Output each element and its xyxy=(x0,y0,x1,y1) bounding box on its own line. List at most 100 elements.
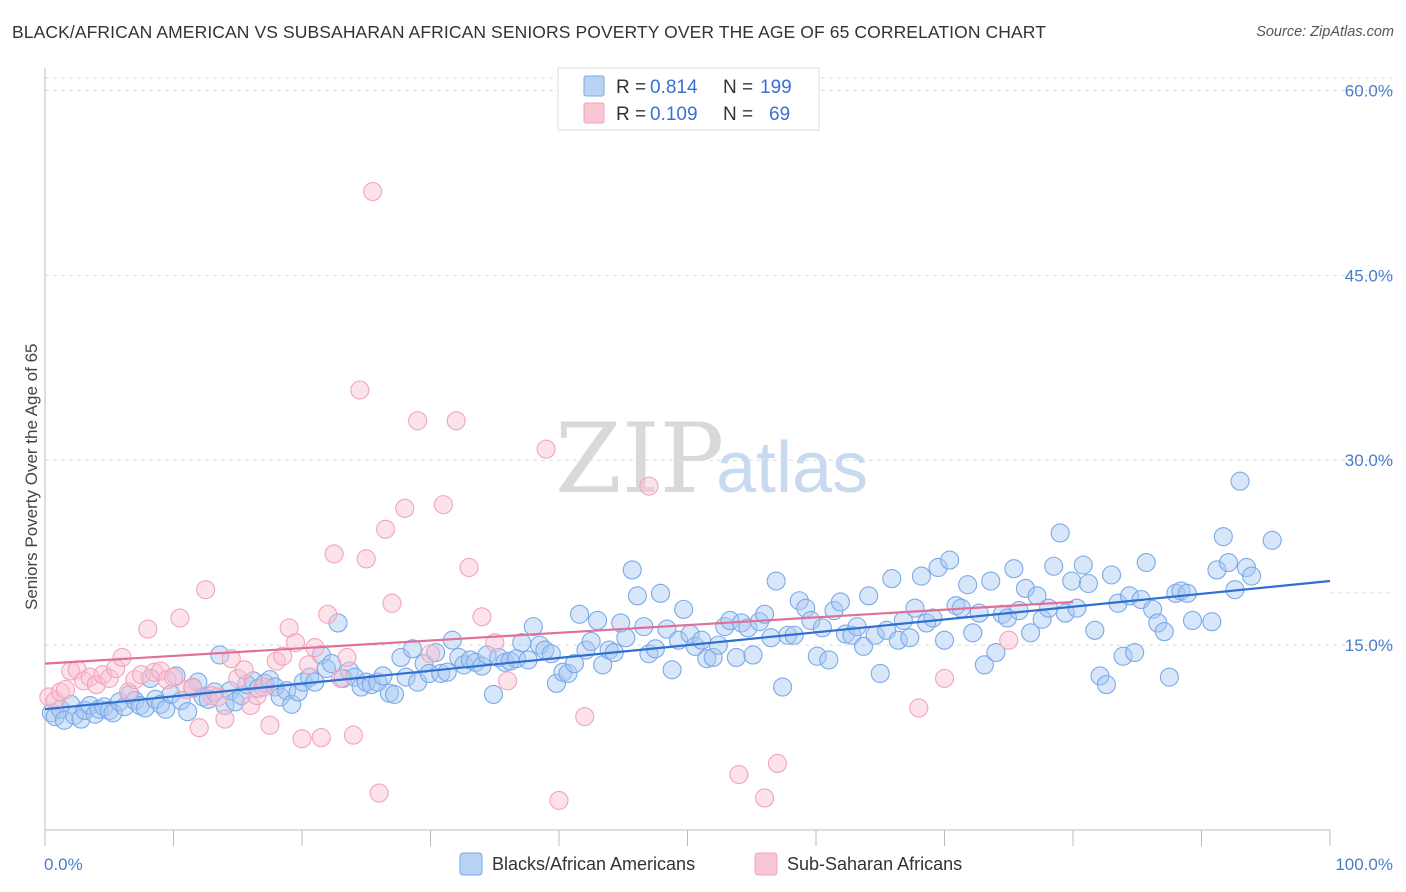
blacks-point-153 xyxy=(900,628,920,648)
blacks-point-159 xyxy=(934,630,955,650)
blacks-point-119 xyxy=(703,647,723,667)
subsaharan-point-49 xyxy=(350,380,370,400)
subsaharan-point-2 xyxy=(50,682,70,702)
blacks-point-197 xyxy=(1154,622,1174,642)
subsaharan-point-12 xyxy=(112,647,132,667)
blacks-point-104 xyxy=(616,628,636,648)
blacks-point-183 xyxy=(1073,555,1093,575)
blacks-point-166 xyxy=(974,655,994,675)
blacks-point-128 xyxy=(755,604,775,624)
x-tick-labels: 0.0% 100.0% xyxy=(44,855,1393,874)
blacks-point-111 xyxy=(657,619,677,639)
blacks-point-126 xyxy=(743,645,763,665)
blacks-point-88 xyxy=(523,617,543,637)
legend-n-value-subsaharan: 69 xyxy=(769,104,790,125)
blacks-point-130 xyxy=(766,571,786,591)
blacks-point-103 xyxy=(611,613,631,633)
blacks-point-155 xyxy=(911,566,931,586)
blacks-point-208 xyxy=(1230,471,1250,491)
blacks-point-151 xyxy=(888,630,908,650)
blacks-point-101 xyxy=(599,640,619,660)
blacks-point-198 xyxy=(1159,667,1179,687)
subsaharan-point-63 xyxy=(498,671,518,691)
subsaharan-point-52 xyxy=(369,783,389,803)
blacks-point-139 xyxy=(819,650,839,670)
subsaharan-point-20 xyxy=(163,667,184,687)
legend-n-value-blacks: 199 xyxy=(760,77,792,98)
subsaharan-point-73 xyxy=(999,630,1019,650)
subsaharan-point-53 xyxy=(375,519,396,539)
blacks-point-188 xyxy=(1102,565,1122,585)
subsaharan-point-35 xyxy=(260,715,280,735)
subsaharan-point-47 xyxy=(337,647,357,667)
blacks-point-171 xyxy=(1004,559,1024,579)
blacks-point-125 xyxy=(738,618,758,638)
legend-r-value-blacks: 0.814 xyxy=(650,77,698,98)
subsaharan-point-55 xyxy=(395,498,415,518)
subsaharan-point-68 xyxy=(729,764,749,785)
legend-top: R = 0.814 N = 199 R = 0.109 N = 69 xyxy=(557,67,820,131)
blacks-point-205 xyxy=(1213,527,1233,547)
subsaharan-point-59 xyxy=(446,411,466,431)
subsaharan-point-21 xyxy=(170,608,190,628)
subsaharan-point-23 xyxy=(183,677,203,697)
subsaharan-point-40 xyxy=(292,729,312,749)
subsaharan-point-29 xyxy=(221,649,241,669)
blacks-point-178 xyxy=(1044,556,1064,576)
subsaharan-point-65 xyxy=(549,790,569,810)
blacks-point-80 xyxy=(477,645,497,665)
series-blacks-points xyxy=(41,471,1282,730)
blacks-point-13 xyxy=(103,703,123,723)
blacks-point-168 xyxy=(986,642,1006,663)
subsaharan-point-14 xyxy=(125,670,145,690)
subsaharan-point-25 xyxy=(196,580,216,600)
blacks-point-64 xyxy=(384,684,405,704)
subsaharan-point-28 xyxy=(215,709,235,729)
y-axis-label: Seniors Poverty Over the Age of 65 xyxy=(22,344,41,610)
blacks-point-81 xyxy=(483,684,504,704)
subsaharan-point-3 xyxy=(56,679,76,700)
source-label: Source: ZipAtlas.com xyxy=(1256,24,1394,40)
chart-title: BLACK/AFRICAN AMERICAN VS SUBSAHARAN AFR… xyxy=(12,22,1047,42)
subsaharan-point-62 xyxy=(485,633,505,653)
bottom-legend-label-subsaharan: Sub-Saharan Africans xyxy=(787,854,962,874)
subsaharan-point-51 xyxy=(363,182,383,202)
blacks-point-160 xyxy=(940,550,960,570)
blacks-point-136 xyxy=(801,610,821,631)
watermark: ZIP atlas xyxy=(555,403,868,515)
watermark-atlas: atlas xyxy=(716,428,868,508)
blacks-point-179 xyxy=(1050,523,1070,543)
blacks-point-145 xyxy=(853,636,874,656)
blacks-point-96 xyxy=(570,604,590,624)
blacks-point-194 xyxy=(1136,552,1156,573)
y-tick-label-3: 60.0% xyxy=(1345,81,1393,100)
blacks-point-192 xyxy=(1125,642,1145,663)
legend-swatch-subsaharan xyxy=(583,102,605,124)
subsaharan-point-72 xyxy=(934,668,955,688)
subsaharan-point-58 xyxy=(433,495,453,515)
blacks-point-27 xyxy=(178,702,198,722)
blacks-point-181 xyxy=(1062,571,1082,591)
legend-r-label-blacks: R = xyxy=(616,77,646,98)
blacks-point-184 xyxy=(1078,573,1098,594)
blacks-point-118 xyxy=(697,649,717,669)
blacks-point-202 xyxy=(1182,610,1203,631)
blacks-point-206 xyxy=(1218,552,1239,573)
subsaharan-point-71 xyxy=(909,698,929,718)
blacks-point-73 xyxy=(437,662,457,682)
blacks-point-187 xyxy=(1096,675,1116,695)
subsaharan-point-61 xyxy=(472,607,492,627)
trend-line-blacks xyxy=(44,579,1331,711)
legend-r-value-subsaharan: 0.109 xyxy=(650,104,698,125)
blacks-point-141 xyxy=(830,592,850,612)
blacks-point-203 xyxy=(1202,612,1222,632)
y-tick-label-2: 45.0% xyxy=(1345,266,1393,285)
blacks-point-69 xyxy=(414,654,434,674)
trend-lines xyxy=(44,579,1331,711)
blacks-point-33 xyxy=(210,645,230,665)
y-tick-label-1: 30.0% xyxy=(1345,451,1393,470)
x-tick-label-min: 0.0% xyxy=(44,855,83,874)
blacks-point-210 xyxy=(1242,566,1262,586)
subsaharan-point-24 xyxy=(189,718,209,738)
